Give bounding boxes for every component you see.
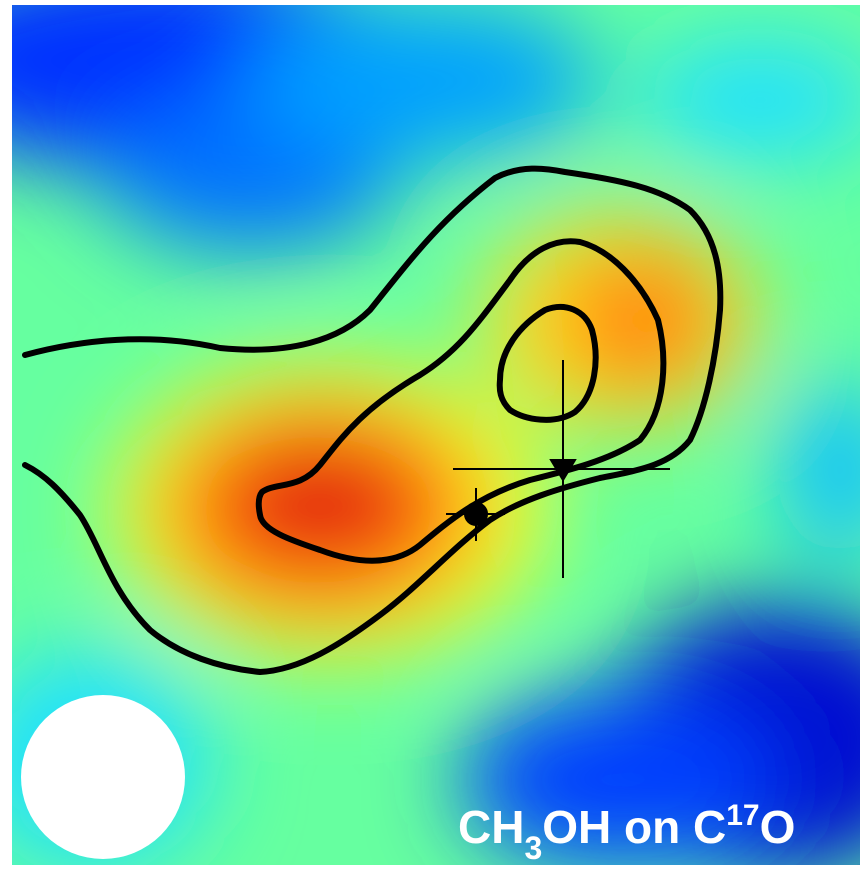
beam <box>21 695 185 859</box>
label-superscript: 17 <box>726 799 759 832</box>
label-subscript: 3 <box>524 830 542 866</box>
page: CH3OH on C17O (() => { const data = JSON… <box>0 0 863 869</box>
label-text: O <box>760 801 796 853</box>
label-text: OH on C <box>542 801 726 853</box>
marker-dot <box>465 503 487 525</box>
label-text: CH <box>458 801 524 853</box>
map: CH3OH on C17O <box>0 0 863 869</box>
